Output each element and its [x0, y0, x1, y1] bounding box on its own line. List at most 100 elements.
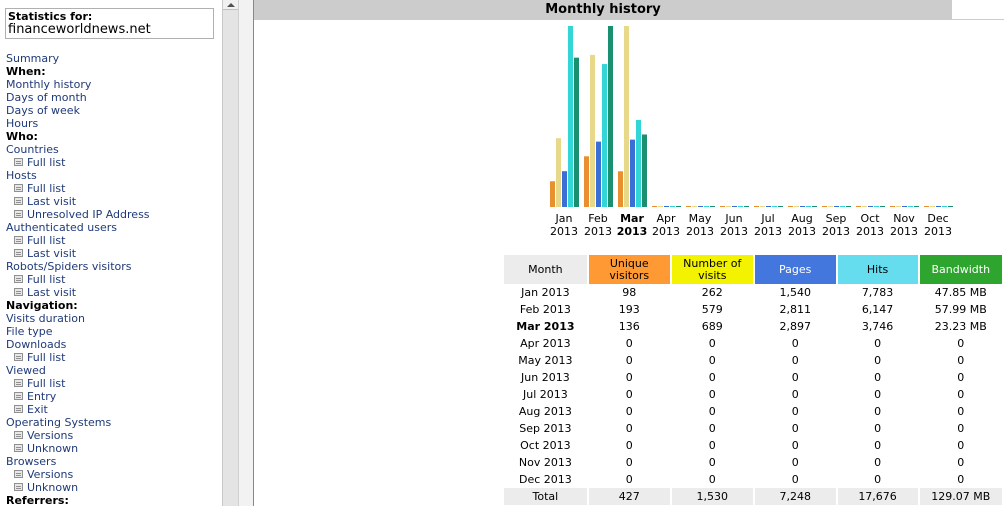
nav-link-downloads[interactable]: Downloads — [6, 338, 220, 351]
nav-link-full-list[interactable]: Full list — [6, 182, 220, 195]
nav-link-viewed[interactable]: Viewed — [6, 364, 220, 377]
bar-visits-feb — [590, 54, 595, 207]
nav-link-file-type[interactable]: File type — [6, 325, 220, 338]
nav-link-summary[interactable]: Summary — [6, 52, 220, 65]
page-icon — [14, 236, 23, 244]
nav-item-label: Full list — [27, 182, 66, 195]
nav-link-unknown[interactable]: Unknown — [6, 481, 220, 494]
x-tick-month: Sep — [826, 212, 847, 225]
cell-pages: 0 — [791, 422, 799, 435]
nav-link-days-of-week[interactable]: Days of week — [6, 104, 220, 117]
cell-month: Total — [504, 488, 587, 505]
nav-link-visits-duration[interactable]: Visits duration — [6, 312, 220, 325]
x-tick-year: 2013 — [924, 225, 952, 238]
bar-uv-feb — [584, 156, 589, 207]
table-row: Sep 2013 0 0 0 0 0 — [504, 420, 1002, 437]
nav-section-navigation: Navigation: — [6, 299, 220, 312]
table-row: Oct 2013 0 0 0 0 0 — [504, 437, 1002, 454]
nav-item-label: Last visit — [27, 247, 77, 260]
x-tick-year: 2013 — [890, 225, 918, 238]
col-header-bandwidth-label: Bandwidth — [931, 262, 991, 276]
page-icon — [14, 184, 23, 192]
page-title: Monthly history — [545, 2, 661, 17]
cell-hits: 0 — [874, 388, 882, 401]
table-row: Feb 2013 193 579 2,811 6,147 57.99 MB — [504, 301, 1002, 318]
page-icon — [14, 392, 23, 400]
bar-visits-sep — [828, 206, 833, 207]
cell-pages: 2,897 — [779, 320, 811, 333]
bar-visits-apr — [658, 206, 663, 207]
nav-link-exit[interactable]: Exit — [6, 403, 220, 416]
nav-link-unknown[interactable]: Unknown — [6, 442, 220, 455]
scroll-up-arrow-icon[interactable] — [223, 0, 238, 10]
nav-link-entry[interactable]: Entry — [6, 390, 220, 403]
nav-item-label: Authenticated users — [6, 221, 117, 234]
nav-link-hosts[interactable]: Hosts — [6, 169, 220, 182]
col-header-visits-line1: Number of — [683, 256, 742, 270]
nav-item-label: Last visit — [27, 195, 77, 208]
col-header-hits-label: Hits — [866, 262, 889, 276]
cell-pages: 0 — [791, 439, 799, 452]
nav-link-versions[interactable]: Versions — [6, 468, 220, 481]
cell-pages: 0 — [791, 337, 799, 350]
nav-link-operating-systems[interactable]: Operating Systems — [6, 416, 220, 429]
nav-item-label: Unknown — [27, 442, 79, 455]
nav-link-full-list[interactable]: Full list — [6, 351, 220, 364]
cell-visits: 0 — [708, 422, 716, 435]
nav-link-unresolved-ip-address[interactable]: Unresolved IP Address — [6, 208, 220, 221]
page-icon — [14, 379, 23, 387]
bar-uv-jan — [550, 181, 555, 207]
nav-link-full-list[interactable]: Full list — [6, 377, 220, 390]
nav-link-full-list[interactable]: Full list — [6, 156, 220, 169]
nav-link-last-visit[interactable]: Last visit — [6, 195, 220, 208]
nav-link-full-list[interactable]: Full list — [6, 273, 220, 286]
cell-visits: 0 — [708, 371, 716, 384]
cell-bw: 0 — [957, 371, 965, 384]
nav-link-full-list[interactable]: Full list — [6, 234, 220, 247]
nav-item-label: Operating Systems — [6, 416, 112, 429]
table-row: Aug 2013 0 0 0 0 0 — [504, 403, 1002, 420]
bar-pages-jun — [732, 206, 737, 207]
nav-item-label: Visits duration — [6, 312, 85, 325]
bar-hits-mar — [636, 119, 641, 207]
page-icon — [14, 483, 23, 491]
bar-hits-jun — [738, 206, 743, 207]
bar-visits-jun — [726, 206, 731, 207]
nav-link-last-visit[interactable]: Last visit — [6, 247, 220, 260]
nav-item-label: When: — [6, 65, 46, 78]
nav-link-monthly-history[interactable]: Monthly history — [6, 78, 220, 91]
cell-pages: 0 — [791, 371, 799, 384]
page-icon — [14, 431, 23, 439]
cell-visits: 0 — [708, 473, 716, 486]
cell-visits: 0 — [708, 439, 716, 452]
nav-section-referrers: Referrers: — [6, 494, 220, 506]
cell-hits: 0 — [874, 473, 882, 486]
nav-link-robots-spiders-visitors[interactable]: Robots/Spiders visitors — [6, 260, 220, 273]
cell-month: Dec 2013 — [519, 473, 572, 486]
cell-month: Sep 2013 — [519, 422, 572, 435]
cell-hits: 0 — [874, 405, 882, 418]
page-icon — [14, 288, 23, 296]
nav-scrollbar[interactable] — [222, 0, 238, 506]
nav-link-browsers[interactable]: Browsers — [6, 455, 220, 468]
nav-item-label: File type — [6, 325, 53, 338]
nav-link-days-of-month[interactable]: Days of month — [6, 91, 220, 104]
nav-link-versions[interactable]: Versions — [6, 429, 220, 442]
nav-section-when: When: — [6, 65, 220, 78]
table-row: Mar 2013 136 689 2,897 3,746 23.23 MB — [504, 318, 1002, 335]
x-tick-month: Jul — [760, 212, 774, 225]
cell-uv: 427 — [588, 488, 670, 505]
section-title-bar: Monthly history — [254, 0, 952, 19]
cell-visits: 1,530 — [671, 488, 753, 505]
nav-link-hours[interactable]: Hours — [6, 117, 220, 130]
nav-link-authenticated-users[interactable]: Authenticated users — [6, 221, 220, 234]
table-total-row: Total 427 1,530 7,248 17,676 129.07 MB — [504, 488, 1002, 505]
nav-link-last-visit[interactable]: Last visit — [6, 286, 220, 299]
title-divider — [254, 19, 1004, 20]
nav-item-label: Days of week — [6, 104, 80, 117]
nav-link-countries[interactable]: Countries — [6, 143, 220, 156]
bar-bandwidth_mb-jun — [744, 206, 749, 207]
col-header-visits-line2: visits — [698, 268, 727, 282]
bar-hits-feb — [602, 64, 607, 207]
frame-divider[interactable] — [238, 0, 254, 506]
